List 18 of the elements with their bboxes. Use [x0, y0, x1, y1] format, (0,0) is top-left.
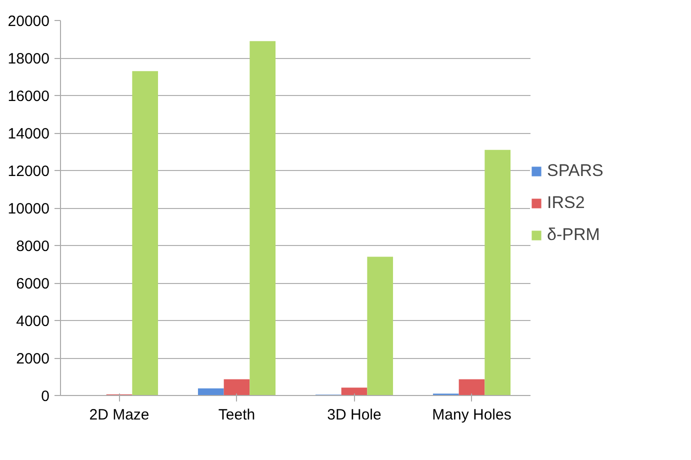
- y-tick-label: 0: [41, 388, 50, 405]
- y-tick-label: 8000: [16, 238, 50, 255]
- y-tick-label: 14000: [8, 126, 50, 142]
- y-tick-label: 16000: [8, 88, 50, 105]
- x-tick-label: 2D Maze: [89, 406, 150, 424]
- y-tick-label: 2000: [16, 350, 50, 368]
- legend-label: SPARS: [547, 161, 604, 181]
- x-tick-label: Teeth: [218, 406, 256, 424]
- legend-label: IRS2: [547, 193, 585, 213]
- y-tick-label: 4000: [16, 313, 50, 330]
- y-tick-label: 12000: [8, 163, 50, 180]
- y-tick-label: 6000: [16, 276, 50, 292]
- y-tick-label: 20000: [8, 13, 50, 30]
- x-tick-label: 3D Hole: [327, 406, 382, 424]
- y-tick-label: 10000: [8, 200, 50, 218]
- legend-label: δ-PRM: [547, 225, 600, 245]
- x-tick-label: Many Holes: [432, 406, 512, 424]
- y-tick-label: 18000: [8, 50, 50, 68]
